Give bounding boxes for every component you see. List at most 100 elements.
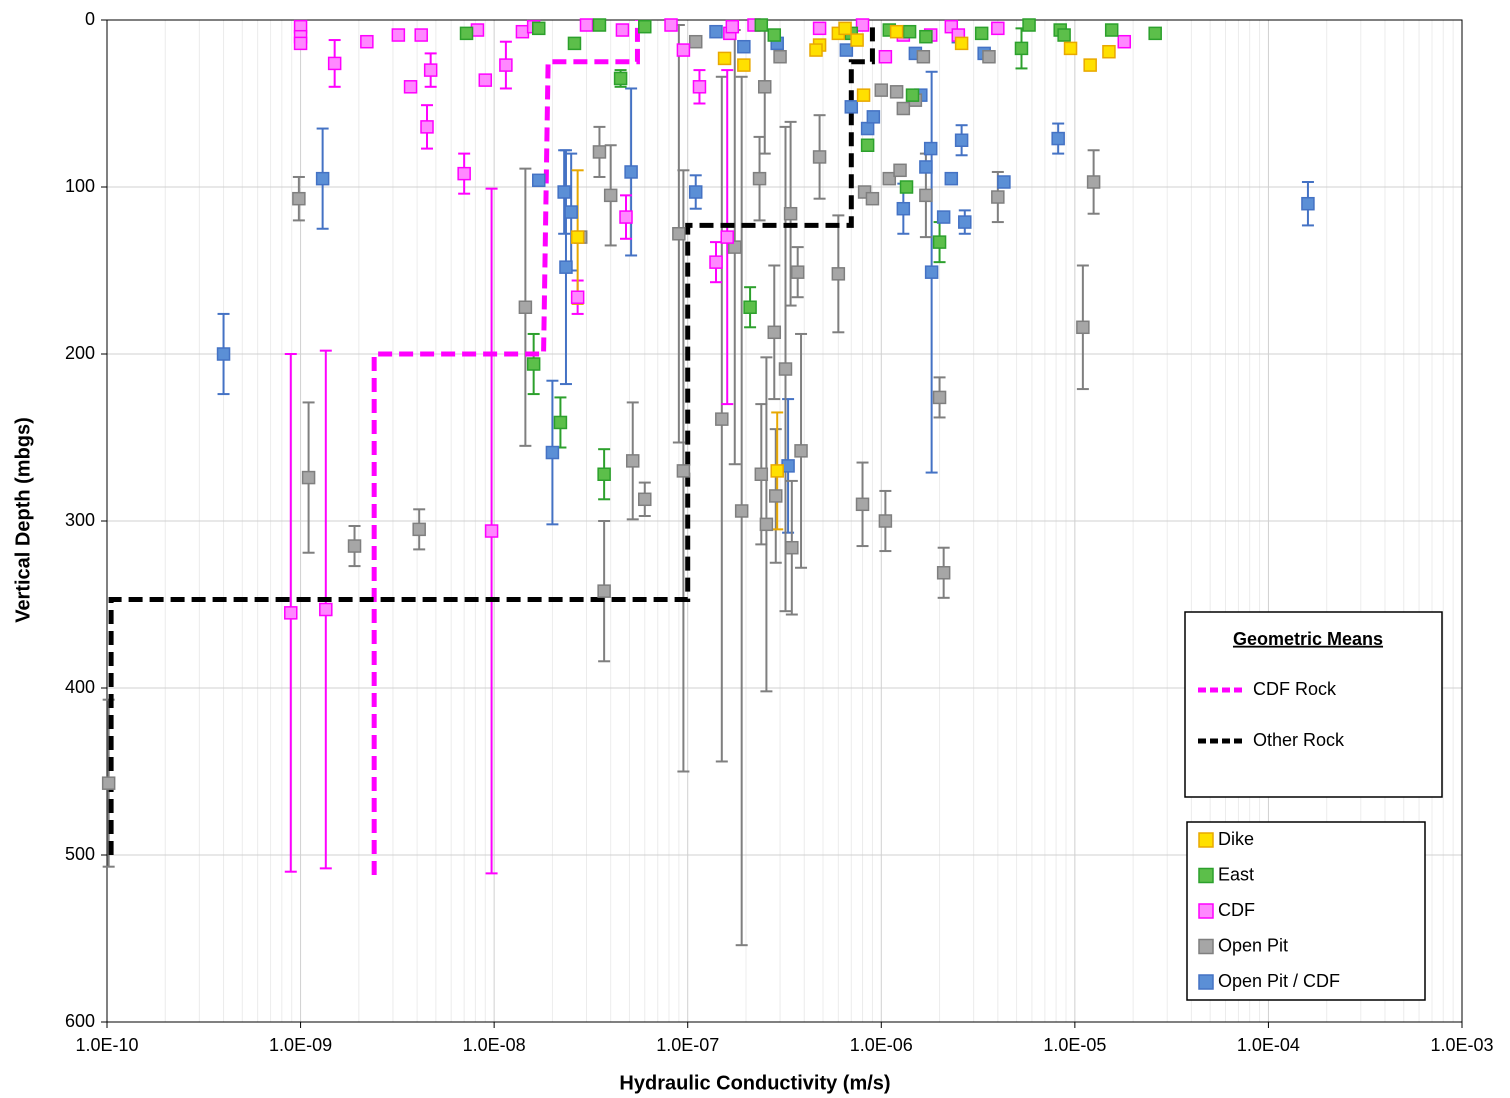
y-tick-label: 0 (85, 9, 95, 29)
marker (619, 210, 633, 224)
marker (597, 584, 611, 598)
marker (559, 260, 573, 274)
marker (597, 467, 611, 481)
legend-marker (1198, 903, 1214, 919)
marker (484, 524, 499, 538)
marker (1083, 58, 1097, 72)
marker (664, 18, 678, 32)
marker (688, 34, 703, 49)
legend-label: Other Rock (1253, 730, 1345, 750)
x-tick-label: 1.0E-05 (1043, 1035, 1106, 1055)
marker (865, 191, 880, 206)
legend-marker (1198, 867, 1214, 884)
marker (1301, 196, 1315, 211)
marker (838, 21, 852, 36)
legend-label: Open Pit / CDF (1218, 971, 1340, 991)
marker (737, 58, 751, 72)
marker (347, 539, 362, 553)
marker (757, 80, 772, 94)
marker (919, 160, 933, 174)
marker (769, 489, 783, 503)
y-tick-label: 300 (65, 510, 95, 530)
marker (812, 150, 827, 164)
marker (936, 210, 951, 224)
marker (1102, 44, 1116, 59)
marker (676, 43, 691, 57)
marker (567, 36, 582, 51)
marker (615, 23, 630, 37)
marker (743, 300, 757, 314)
marker (592, 145, 607, 159)
marker (882, 171, 897, 186)
marker (1014, 41, 1029, 56)
marker (518, 300, 533, 314)
marker (592, 18, 607, 32)
x-tick-label: 1.0E-09 (269, 1035, 332, 1055)
marker (553, 415, 568, 430)
legend-label: East (1218, 864, 1254, 884)
marker (728, 240, 742, 254)
marker (1051, 131, 1065, 146)
marker (1063, 41, 1078, 56)
marker (327, 56, 342, 71)
x-tick-label: 1.0E-08 (463, 1035, 526, 1055)
mean-line (371, 20, 640, 876)
marker (954, 36, 969, 51)
marker (515, 24, 530, 39)
marker (924, 265, 939, 279)
marker (457, 166, 471, 181)
x-tick-label: 1.0E-10 (75, 1035, 138, 1055)
y-tick-label: 200 (65, 343, 95, 363)
marker (878, 514, 893, 528)
legend-marker (1198, 938, 1214, 955)
marker (526, 357, 541, 371)
marker (844, 100, 859, 114)
marker (676, 464, 691, 478)
marker (564, 205, 578, 219)
marker (759, 517, 774, 532)
legend-marker (1198, 832, 1214, 848)
marker (889, 85, 904, 99)
marker (420, 120, 434, 134)
marker (1022, 18, 1036, 32)
marker (855, 497, 870, 512)
marker (850, 33, 864, 47)
marker (1148, 26, 1162, 41)
marker (991, 21, 1005, 36)
marker (860, 138, 875, 152)
marker (412, 522, 426, 537)
marker (625, 454, 640, 468)
marker (216, 347, 231, 361)
x-tick-label: 1.0E-03 (1430, 1035, 1493, 1055)
marker (688, 185, 703, 199)
marker (709, 24, 723, 39)
marker (896, 201, 911, 216)
marker (638, 492, 652, 507)
marker (954, 133, 969, 147)
marker (773, 49, 787, 64)
marker (919, 29, 933, 44)
marker (284, 606, 298, 620)
marker (725, 19, 740, 34)
marker (936, 566, 951, 580)
marker (770, 464, 784, 478)
x-axis-title: Hydraulic Conductivity (m/s) (619, 1072, 890, 1094)
marker (293, 36, 308, 51)
marker (905, 88, 920, 102)
marker (459, 26, 474, 41)
marker (692, 80, 707, 94)
marker (570, 230, 585, 244)
y-tick-label: 400 (65, 677, 95, 697)
legend-label: Open Pit (1218, 935, 1288, 955)
marker (785, 540, 799, 555)
marker (754, 18, 769, 32)
marker (391, 28, 406, 42)
mean-line (108, 20, 875, 855)
marker (919, 188, 933, 203)
marker (717, 51, 732, 66)
marker (932, 235, 947, 249)
marker (545, 445, 560, 460)
marker (499, 58, 513, 72)
y-tick-label: 500 (65, 844, 95, 864)
